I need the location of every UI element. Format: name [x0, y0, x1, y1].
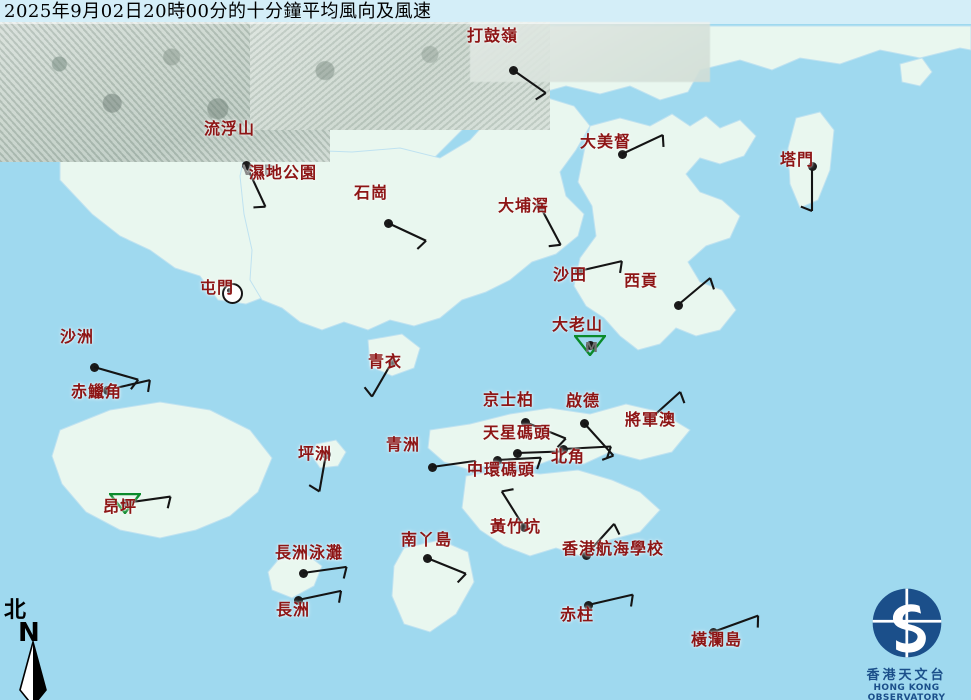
wind-barb-icon [387, 222, 427, 250]
wind-barb-icon [426, 557, 467, 584]
station-label: 打鼓嶺 [467, 26, 519, 45]
station-label: 濕地公園 [249, 163, 318, 182]
station-label: 大埔滘 [498, 196, 550, 215]
station-label: 長洲泳灘 [275, 543, 344, 562]
missing-data-marker: M [585, 341, 598, 356]
page-title: 2025年9月02日20時00分的十分鐘平均風向及風速 [0, 0, 971, 24]
wind-barb-icon [106, 379, 151, 393]
wind-barb-icon [585, 523, 621, 556]
variable-wind-label: VRB [242, 163, 275, 179]
wind-barb-icon [524, 421, 567, 448]
station-label: 沙田 [553, 265, 588, 284]
wind-barb-icon [800, 166, 814, 212]
station-label: 橫瀾島 [691, 630, 743, 649]
wind-barb-icon [587, 593, 634, 607]
wind-barb-icon [500, 488, 525, 528]
station-label: 北角 [551, 447, 586, 466]
wind-barb-icon [516, 450, 564, 464]
wind-barb-icon [677, 277, 715, 306]
station-triangle-marker [109, 493, 141, 514]
station-label: 屯門 [200, 278, 235, 297]
compass-label-en: N [18, 618, 40, 648]
wind-barb-icon [93, 365, 140, 390]
wind-barb-icon [308, 453, 328, 493]
calm-wind-icon [221, 282, 243, 304]
station-label: 京士柏 [483, 390, 535, 409]
wind-barb-icon [539, 205, 562, 248]
hko-logo-en: HONG KONG OBSERVATORY [867, 683, 946, 700]
station-label: 大老山 [552, 315, 604, 334]
station-label: 天星碼頭 [483, 423, 552, 442]
station-label: 黃竹坑 [490, 517, 542, 536]
station-label: 赤鱲角 [71, 382, 123, 401]
wind-barb-icon [431, 459, 477, 473]
wind-barb-icon [363, 361, 393, 398]
station-label: 西貢 [624, 271, 659, 290]
station-label: 青衣 [368, 352, 403, 371]
station-triangle-marker [574, 335, 606, 356]
green-triangle-icon [109, 493, 141, 514]
station-label: 啟德 [566, 391, 601, 410]
station-label: 昂坪 [103, 497, 138, 516]
station-label: 香港航海學校 [562, 539, 665, 558]
compass-label-cn: 北 [4, 597, 27, 623]
hko-logo-icon [872, 588, 941, 658]
station-label: 將軍澳 [625, 410, 677, 429]
wind-barb-icon [583, 422, 615, 461]
wind-barb-icon [496, 456, 542, 470]
wind-barb-icon [712, 614, 760, 633]
station-label: 南丫島 [401, 530, 453, 549]
station-label: 塔門 [780, 150, 815, 169]
station-dot [585, 340, 595, 350]
station-label: 大美督 [580, 132, 632, 151]
hko-logo: 香港天文台 HONG KONG OBSERVATORY [846, 584, 967, 700]
wind-barb-icon [512, 69, 547, 101]
wind-barb-icon [297, 589, 343, 603]
wind-barb-icon [562, 445, 612, 459]
wind-barb-icon [124, 495, 172, 509]
station-label: 坪洲 [298, 444, 333, 463]
wind-barb-icon [245, 164, 267, 209]
wind-barb-icon [578, 260, 623, 274]
hko-logo-zh: 香港天文台 [866, 668, 947, 683]
wind-barb-icon [621, 134, 665, 155]
station-label: 沙洲 [60, 327, 95, 346]
station-label: 赤柱 [560, 605, 595, 624]
station-label: 石崗 [354, 183, 389, 202]
green-triangle-icon [574, 335, 606, 356]
wind-barb-icon [302, 565, 348, 579]
station-label: 青洲 [386, 435, 421, 454]
wind-barb-icon [648, 391, 686, 421]
compass-needle-icon [19, 640, 47, 700]
station-label: 流浮山 [204, 119, 256, 138]
station-label: 中環碼頭 [467, 460, 536, 479]
north-compass: 北 N [4, 592, 58, 700]
station-label: 長洲 [276, 600, 311, 619]
